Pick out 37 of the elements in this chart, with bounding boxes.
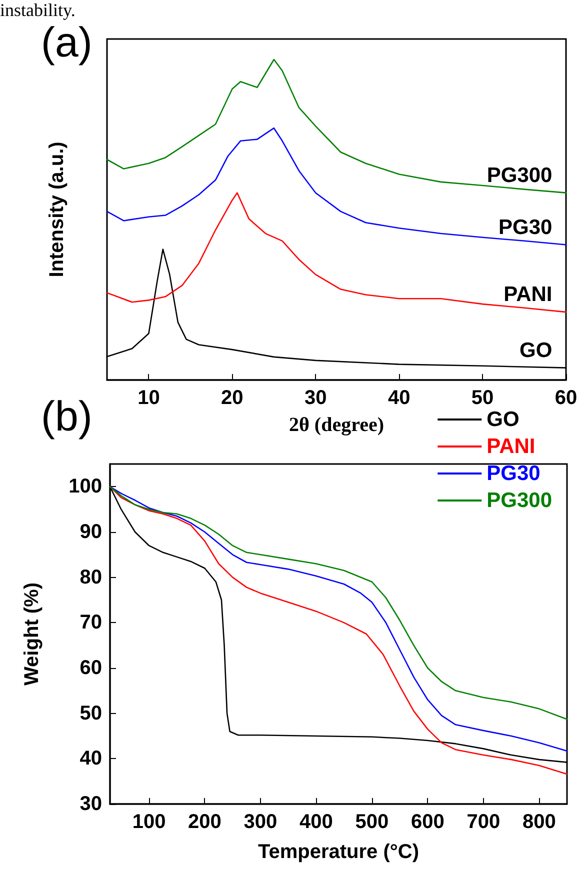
x-axis-title: 2θ (degree): [288, 414, 384, 436]
chart-title: (b): [41, 392, 92, 440]
y-tick-label: 30: [80, 793, 102, 815]
y-tick-label: 50: [80, 702, 102, 724]
y-axis-title: Weight (%): [21, 582, 43, 686]
y-tick-label: 70: [80, 612, 102, 634]
x-tick-label: 10: [138, 387, 160, 409]
legend-label: PANI: [486, 435, 536, 458]
x-tick-label: 200: [188, 811, 222, 833]
y-tick-label: 60: [80, 657, 102, 679]
x-axis-title: Temperature (°C): [258, 841, 419, 863]
x-tick-label: 600: [410, 811, 444, 833]
x-tick-label: 20: [221, 387, 244, 409]
series-label: PG300: [486, 164, 552, 187]
x-tick-label: 100: [132, 811, 166, 833]
y-axis-title: Intensity (a.u.): [46, 142, 68, 278]
x-tick-label: 40: [388, 387, 410, 409]
y-tick-label: 40: [80, 748, 102, 770]
series-label: GO: [520, 338, 552, 362]
x-tick-label: 50: [471, 387, 494, 409]
y-tick-label: 80: [80, 566, 102, 588]
y-tick-label: 90: [80, 521, 102, 543]
x-tick-label: 400: [300, 811, 333, 833]
text: instability.: [0, 0, 76, 20]
x-tick-label: 700: [466, 811, 500, 833]
x-tick-label: 300: [244, 811, 278, 833]
legend-label: PG30: [486, 462, 540, 485]
legend-label: PG300: [486, 489, 552, 512]
chart-title: (a): [41, 18, 92, 66]
x-tick-label: 60: [554, 387, 578, 409]
series-label: PG30: [498, 216, 552, 239]
series-label: PANI: [504, 283, 552, 306]
x-tick-label: 500: [355, 811, 389, 833]
x-tick-label: 30: [304, 387, 327, 409]
x-tick-label: 800: [522, 811, 556, 833]
y-tick-label: 100: [68, 476, 102, 498]
legend-label: GO: [486, 408, 520, 431]
